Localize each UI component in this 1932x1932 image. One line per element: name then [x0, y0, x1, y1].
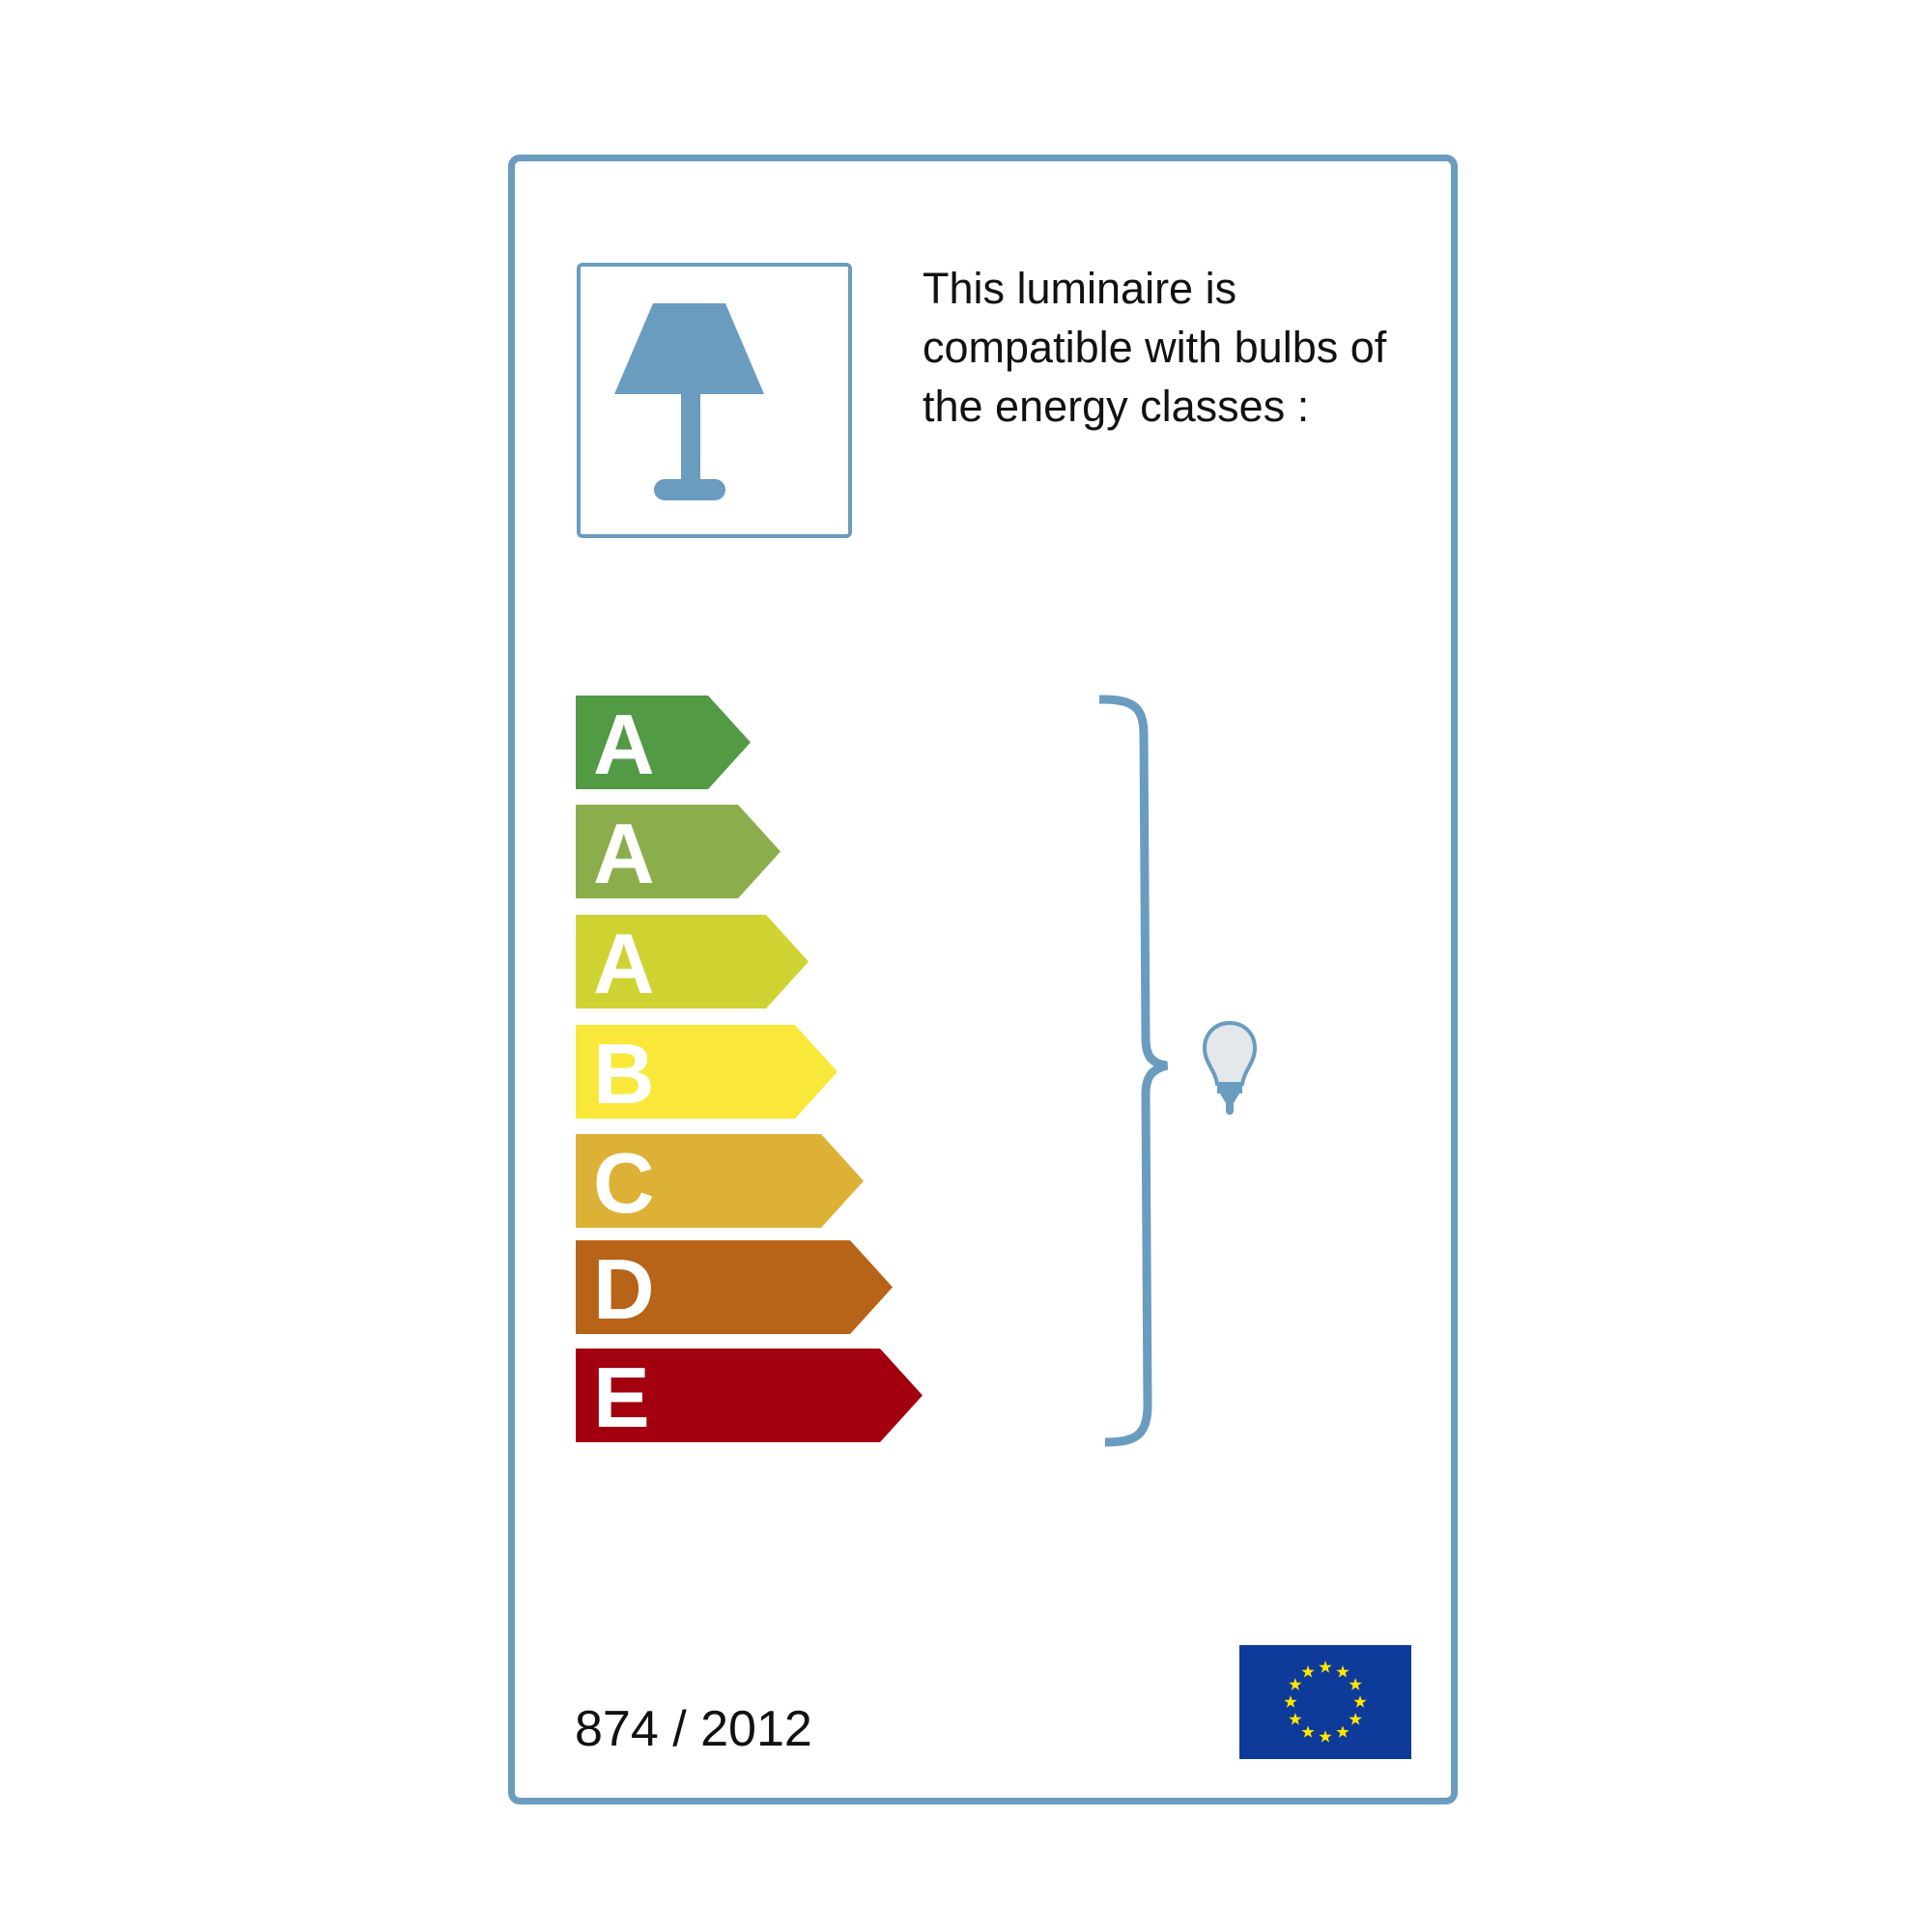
light-bulb-icon [1202, 1020, 1258, 1115]
star-icon [1284, 1695, 1297, 1708]
energy-class-label: E [593, 1350, 650, 1445]
energy-class-a-arrow: A [576, 696, 751, 792]
star-icon [1336, 1664, 1350, 1678]
energy-class-a-arrow: A [576, 915, 809, 1011]
table-lamp-icon [614, 303, 764, 500]
star-icon [1349, 1678, 1362, 1690]
energy-class-label: D [593, 1241, 655, 1337]
lamp-icon-box [577, 263, 852, 538]
energy-class-e-arrow: E [576, 1349, 923, 1445]
label-frame [508, 155, 1458, 1804]
brace-icon [1098, 695, 1169, 1447]
eu-flag-icon [1239, 1645, 1411, 1759]
description-line: compatible with bulbs of [923, 323, 1387, 372]
star-icon [1319, 1661, 1332, 1673]
star-icon [1289, 1713, 1302, 1725]
star-icon [1349, 1713, 1362, 1725]
energy-class-a-arrow: A [576, 805, 781, 901]
energy-class-label: A [593, 806, 655, 901]
description-line: This luminaire is [923, 264, 1237, 313]
energy-class-d-arrow: D [576, 1240, 893, 1337]
star-icon [1301, 1664, 1315, 1678]
description-line: the energy classes : [923, 382, 1310, 431]
energy-class-b-arrow: B [576, 1025, 838, 1122]
star-icon [1301, 1725, 1315, 1738]
energy-class-label: A [593, 696, 655, 792]
energy-class-c-arrow: C [576, 1134, 864, 1231]
star-icon [1336, 1725, 1350, 1738]
star-icon [1319, 1730, 1332, 1743]
star-icon [1289, 1678, 1302, 1690]
energy-class-label: A [593, 916, 655, 1011]
energy-class-label: C [593, 1135, 655, 1231]
regulation-number: 874 / 2012 [575, 1701, 812, 1757]
energy-class-label: B [593, 1026, 655, 1122]
star-icon [1353, 1695, 1367, 1708]
compatibility-description: This luminaire is compatible with bulbs … [923, 259, 1444, 436]
